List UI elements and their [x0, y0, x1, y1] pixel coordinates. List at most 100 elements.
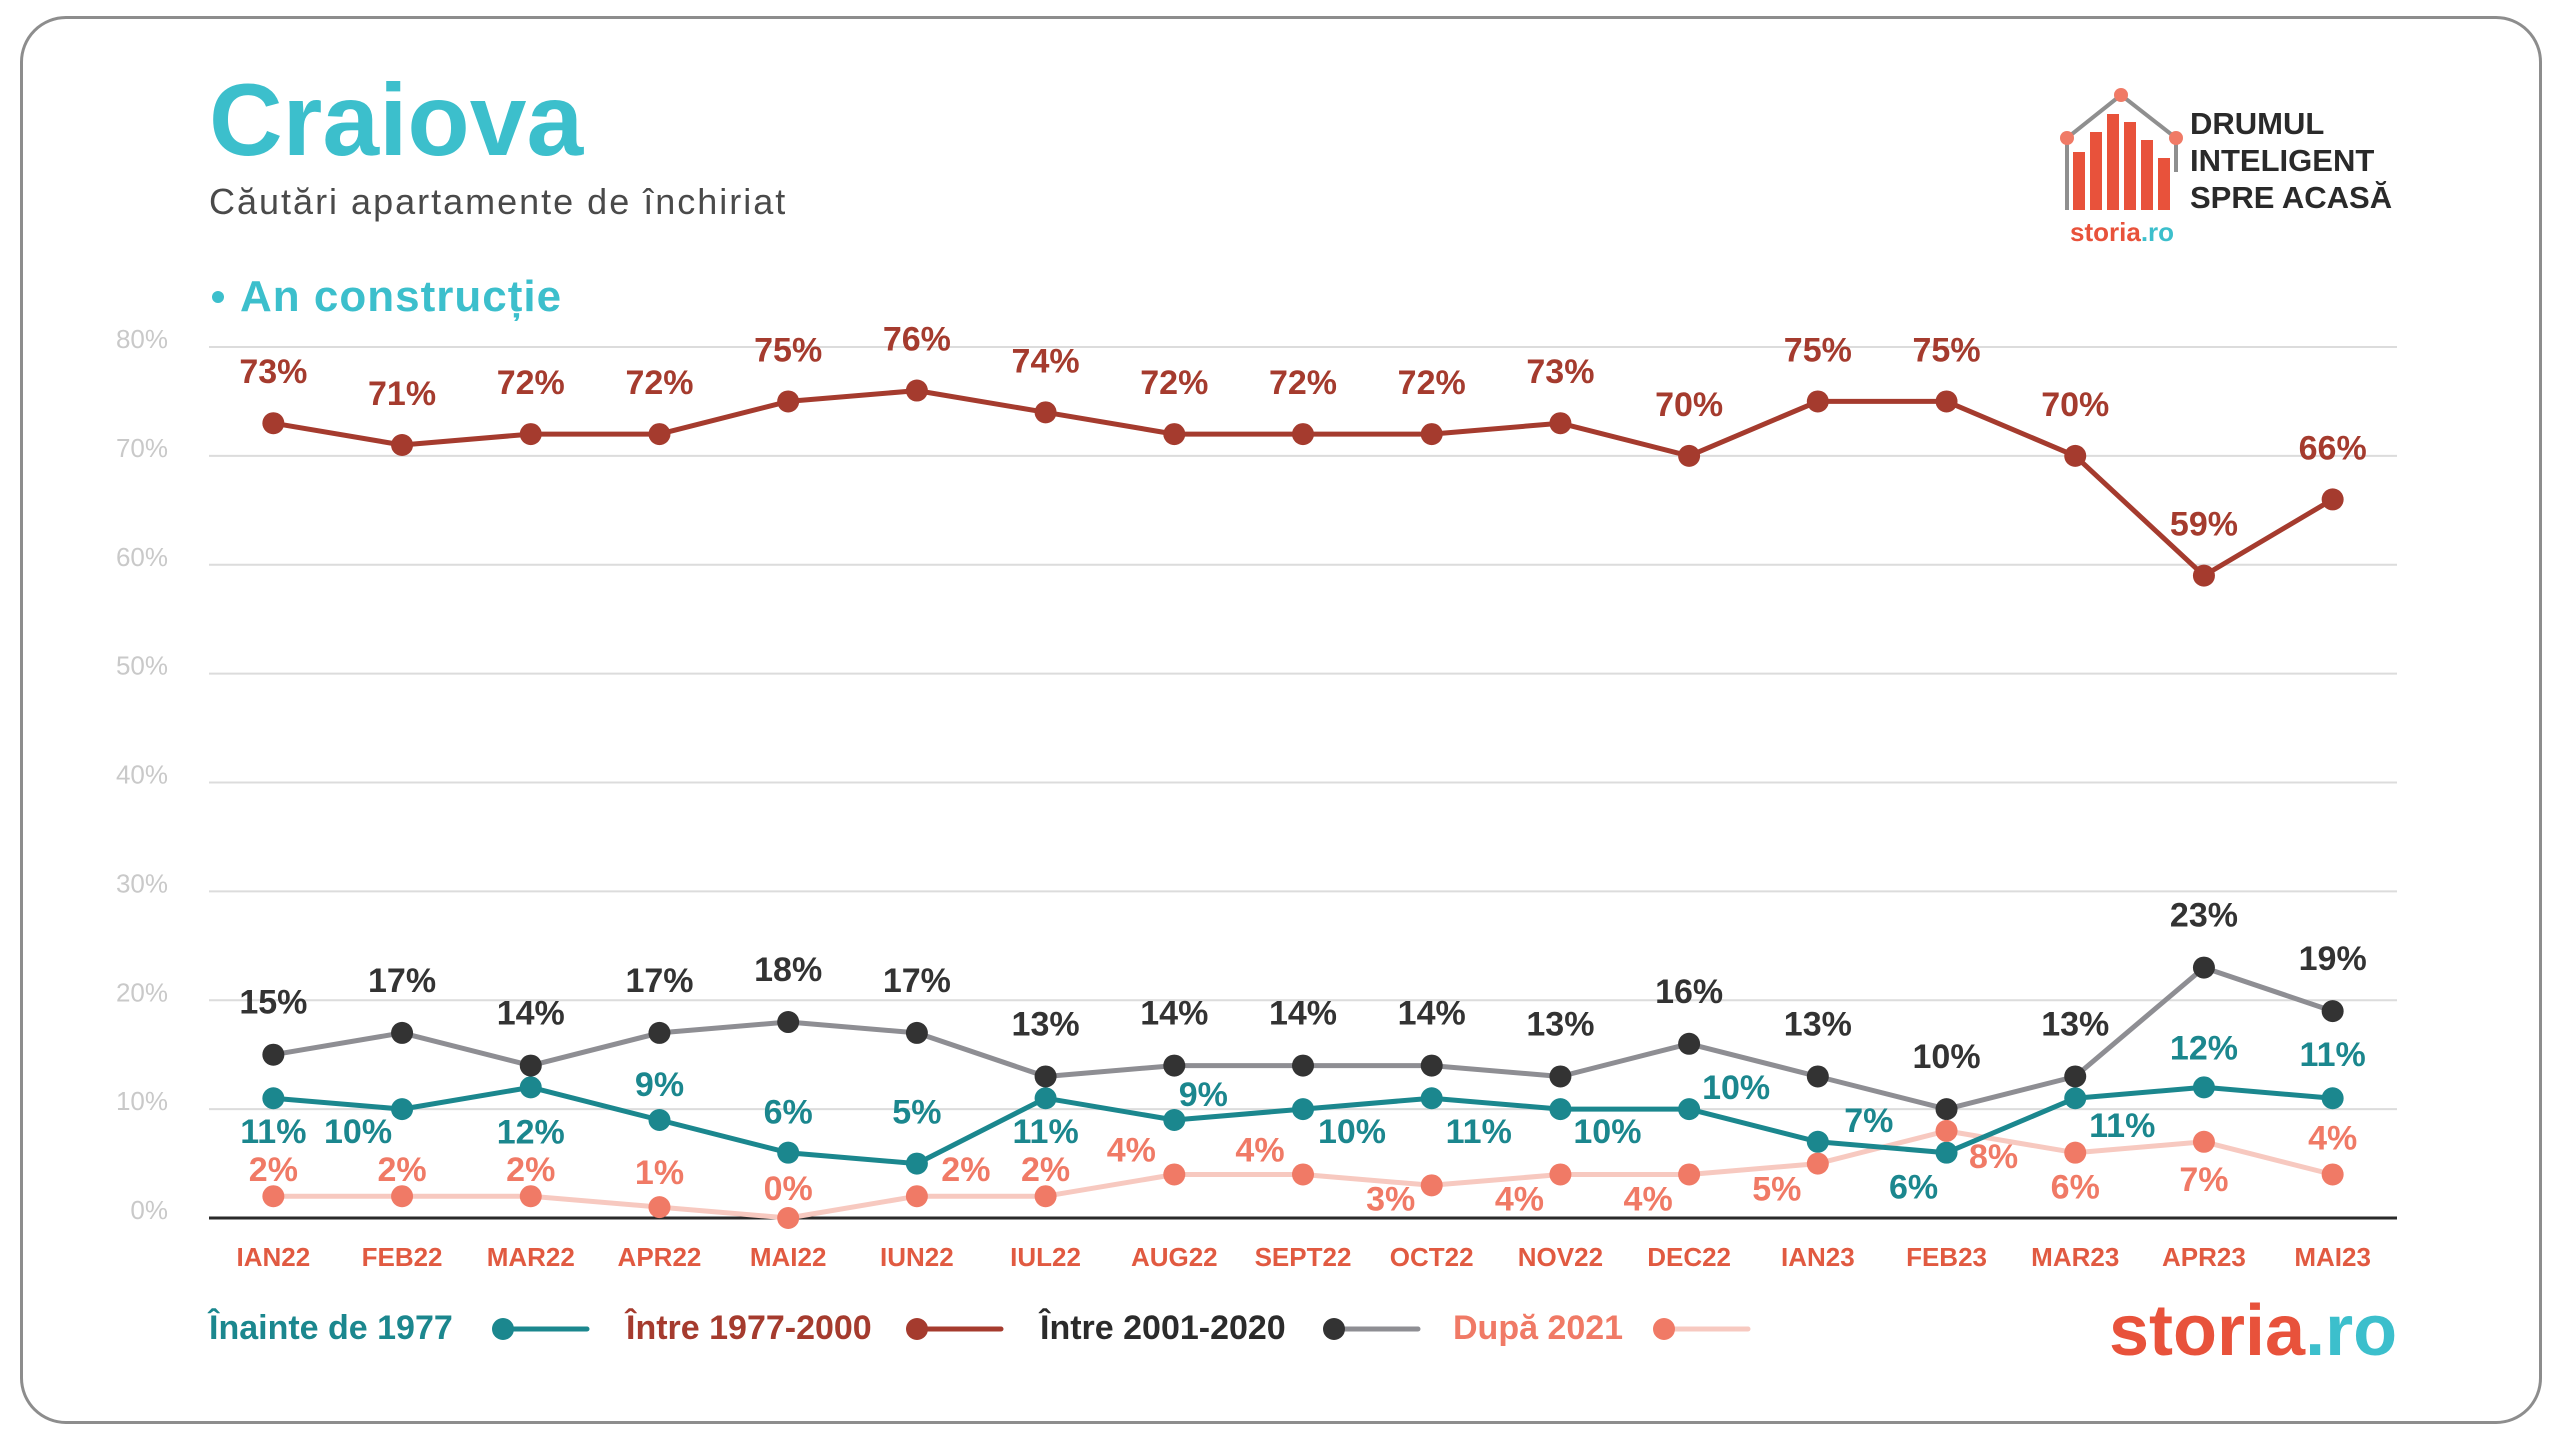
data-point	[519, 1054, 542, 1077]
logo-tagline-line-1: DRUMUL	[2190, 106, 2324, 141]
data-label-unit: %	[921, 321, 951, 359]
data-point	[1935, 1098, 1958, 1121]
data-label-value: 2	[506, 1151, 525, 1189]
roof-dot	[2060, 131, 2074, 145]
data-label-unit: %	[1611, 1113, 1641, 1151]
data-label-unit: %	[654, 1154, 684, 1192]
data-point	[2064, 1065, 2087, 1088]
x-tick-label: NOV22	[1518, 1242, 1603, 1272]
data-label: 75%	[754, 331, 822, 369]
data-label: 10%	[324, 1113, 392, 1151]
data-label-value: 12	[2170, 1029, 2208, 1067]
data-label-value: 9	[1179, 1076, 1198, 1114]
data-label-value: 0	[764, 1170, 783, 1208]
data-label: 5%	[1752, 1171, 1801, 1209]
data-label: 73%	[239, 353, 307, 391]
data-point	[2064, 1087, 2087, 1110]
logo-tagline-line-3: SPRE ACASĂ	[2190, 180, 2392, 215]
storia-logo: storia.ro	[2109, 1291, 2397, 1371]
x-tick-label: MAI22	[750, 1242, 827, 1272]
y-tick-label: 0%	[130, 1195, 168, 1225]
data-label-value: 72	[497, 364, 535, 402]
data-label-value: 10	[1702, 1069, 1740, 1107]
data-point	[905, 1021, 928, 1044]
data-label-unit: %	[1436, 364, 1466, 402]
data-label-unit: %	[1693, 973, 1723, 1011]
data-label-unit: %	[1740, 1069, 1770, 1107]
roof-dot	[2114, 88, 2128, 102]
data-label-value: 2	[941, 1151, 960, 1189]
data-label-value: 11	[1446, 1113, 1482, 1151]
data-label: 6%	[1889, 1169, 1938, 1207]
data-label-unit: %	[1950, 1038, 1980, 1076]
legend: Înainte de 1977 Între 1977-2000 Între 2001…	[207, 1309, 1751, 1347]
data-point	[262, 412, 285, 435]
data-label: 4%	[1235, 1131, 1284, 1169]
data-label-value: 6	[764, 1094, 783, 1132]
data-label-unit: %	[2208, 897, 2238, 935]
data-point	[777, 1207, 800, 1229]
data-label-unit: %	[1771, 1171, 1801, 1209]
legend-dot-swatch	[492, 1318, 514, 1340]
legend-dot-swatch	[1653, 1318, 1675, 1340]
data-point	[777, 1011, 800, 1034]
data-label: 71%	[368, 375, 436, 413]
legend-item: Înainte de 1977	[207, 1309, 590, 1347]
data-label-value: 17	[883, 962, 921, 1000]
data-label: 12%	[2170, 1029, 2238, 1067]
data-point	[2192, 956, 2215, 979]
data-label-value: 10	[1573, 1113, 1611, 1151]
x-tick-label: APR23	[2162, 1242, 2246, 1272]
data-label-unit: %	[1822, 1005, 1852, 1043]
data-label: 72%	[1269, 364, 1337, 402]
data-label-unit: %	[362, 1113, 392, 1151]
gridlines	[209, 346, 2397, 1220]
data-label-value: 5	[892, 1094, 911, 1132]
data-point	[1678, 1098, 1701, 1121]
data-label-unit: %	[535, 995, 565, 1033]
data-label-value: 4	[2308, 1119, 2327, 1157]
x-tick-label: IUL22	[1010, 1242, 1081, 1272]
logo-bar	[2107, 114, 2119, 210]
data-label: 10%	[1573, 1113, 1641, 1151]
y-axis-ticks: 0%10%20%30%40%50%60%70%80%	[116, 324, 168, 1225]
data-label: 18%	[754, 951, 822, 989]
data-label-value: 7	[2179, 1161, 2198, 1199]
data-label: 23%	[2170, 897, 2238, 935]
legend-label: Între 1977-2000	[624, 1309, 872, 1347]
y-tick-unit: %	[145, 1086, 168, 1116]
data-label-value: 2	[1021, 1151, 1040, 1189]
data-label-value: 11	[240, 1113, 276, 1151]
data-label: 72%	[625, 364, 693, 402]
y-tick-label: 40%	[116, 760, 168, 790]
data-label-value: 14	[497, 995, 535, 1033]
y-tick-value: 80	[116, 324, 145, 354]
y-tick-unit: %	[145, 868, 168, 898]
data-label: 16%	[1655, 973, 1723, 1011]
section-bullet	[212, 291, 224, 303]
data-label-value: 14	[1398, 995, 1436, 1033]
y-tick-unit: %	[145, 542, 168, 572]
data-point	[391, 1185, 414, 1208]
data-label-value: 76	[883, 321, 921, 359]
data-label: 2%	[1021, 1151, 1070, 1189]
data-label-unit: %	[792, 951, 822, 989]
data-label-value: 16	[1655, 973, 1693, 1011]
x-tick-label: FEB23	[1906, 1242, 1987, 1272]
data-label-value: 5	[1752, 1171, 1771, 1209]
y-tick-label: 50%	[116, 651, 168, 681]
data-label-value: 6	[2051, 1169, 2070, 1207]
data-point	[2064, 1141, 2087, 1164]
x-tick-label: IAN22	[237, 1242, 311, 1272]
data-label: 11%	[240, 1113, 306, 1151]
x-tick-label: SEPT22	[1255, 1242, 1352, 1272]
x-axis-ticks: IAN22 FEB22 MAR22 APR22 MAI22 IUN22 IUL22 AUG22…	[237, 1242, 2371, 1272]
y-tick-value: 30	[116, 868, 145, 898]
y-tick-value: 70	[116, 433, 145, 463]
data-label-value: 9	[635, 1066, 654, 1104]
brand-name: storia	[2109, 1291, 2306, 1371]
data-point	[1292, 1163, 1314, 1186]
data-label-value: 4	[1235, 1131, 1254, 1169]
data-label: 11%	[1446, 1113, 1512, 1151]
brand-name: storia	[2070, 217, 2141, 247]
